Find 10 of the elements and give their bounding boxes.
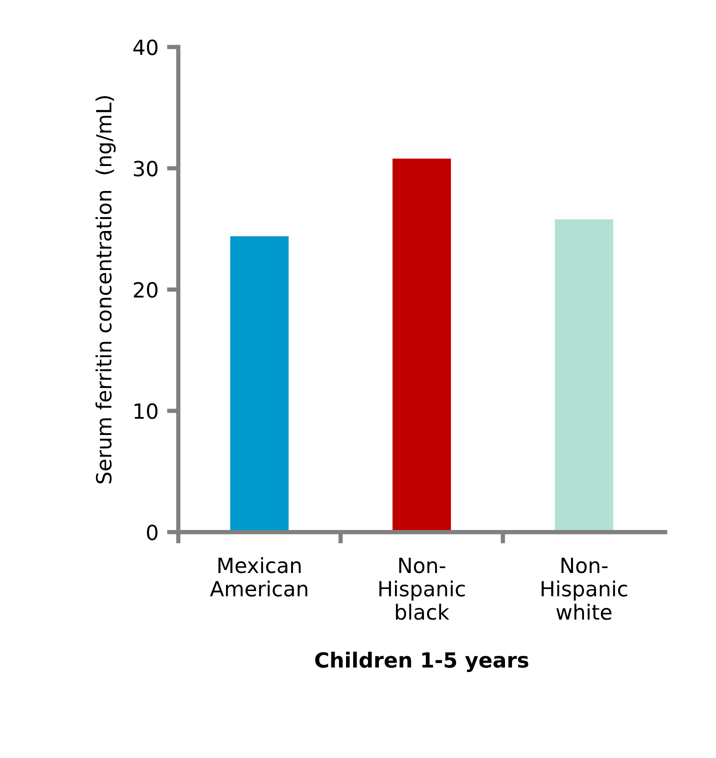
y-tick-label: 0 [146, 524, 158, 540]
y-tick-label: 10 [134, 403, 158, 420]
x-axis-title: Children 1-5 years [315, 652, 528, 672]
x-tick-label: Mexican American [210, 557, 308, 597]
x-tick-label: Non- Hispanic white [542, 558, 628, 620]
y-tick-label: 40 [133, 39, 158, 56]
y-tick-label: 30 [134, 160, 158, 176]
x-tick-label: Non- Hispanic black [379, 558, 465, 620]
y-tick-label: 20 [134, 282, 158, 298]
y-axis-title: Serum ferritin concentration (ng/mL) [96, 96, 116, 484]
